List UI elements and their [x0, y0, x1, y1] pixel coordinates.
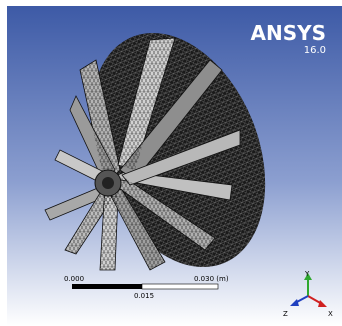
scale-end: 0.030 (m)	[194, 275, 229, 283]
viewport: ANSYS 16.0 0.000 0.030 (m) 0.015 Y Z X	[0, 0, 342, 326]
brand: ANSYS	[250, 21, 326, 45]
version: 16.0	[304, 45, 326, 56]
axis-z: Z	[283, 310, 288, 318]
page: {"logo": {"brand": "ANSYS", "version": "…	[0, 0, 342, 326]
scale-mid: 0.015	[134, 292, 154, 300]
scale-start: 0.000	[64, 275, 84, 283]
axis-x: X	[328, 310, 333, 318]
axis-y: Y	[304, 270, 310, 278]
